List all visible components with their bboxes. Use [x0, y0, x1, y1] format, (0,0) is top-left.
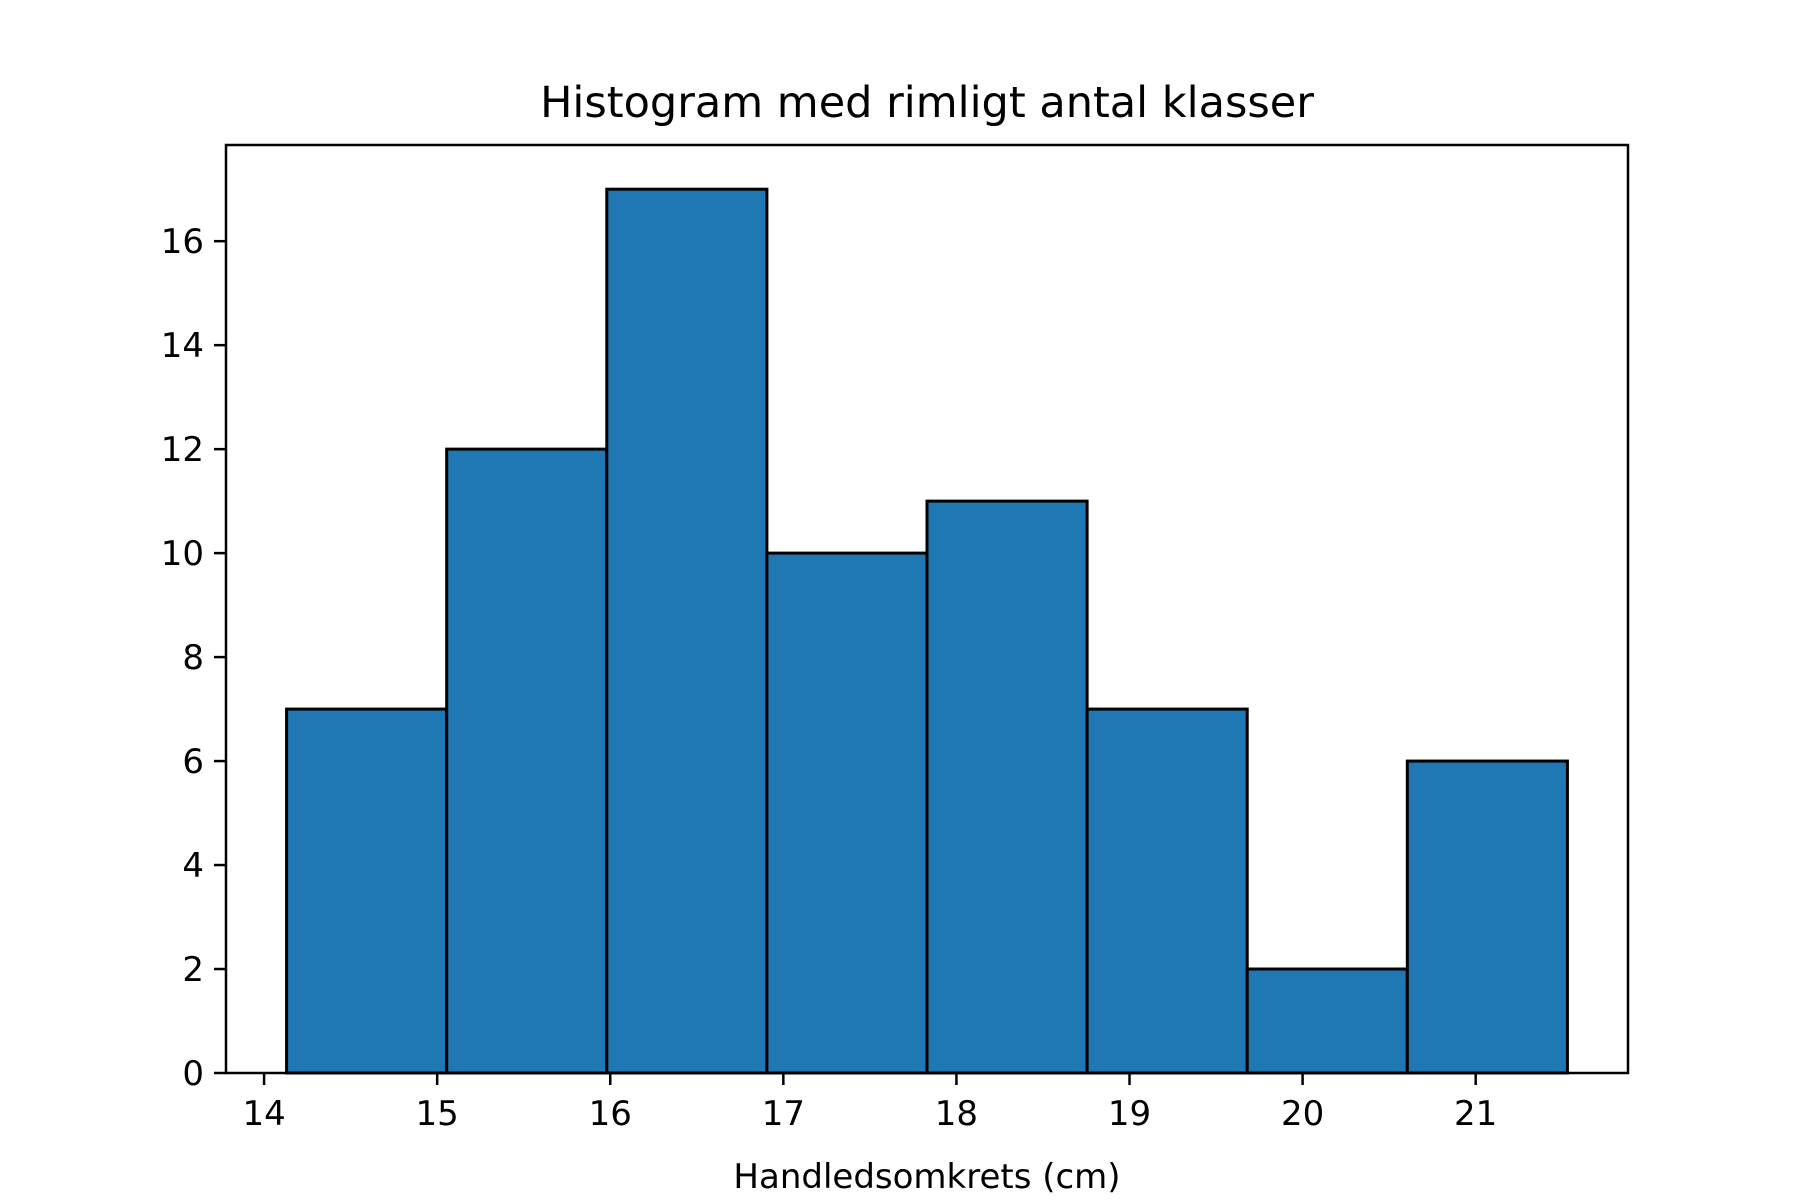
x-tick-label: 19: [1108, 1094, 1151, 1134]
x-axis-label: Handledsomkrets (cm): [733, 1157, 1120, 1197]
x-tick-label: 16: [589, 1094, 632, 1134]
histogram-bar-6: [1085, 707, 1249, 1075]
histogram-bar-4: [765, 551, 929, 1075]
chart-title: Histogram med rimligt antal klasser: [540, 78, 1314, 128]
y-tick-label: 2: [182, 950, 204, 990]
x-tick-label: 21: [1454, 1094, 1497, 1134]
x-tick-label: 20: [1281, 1094, 1324, 1134]
plot-frame: [224, 143, 1630, 1075]
x-tick-label: 14: [242, 1094, 285, 1134]
histogram-bar-7: [1245, 967, 1409, 1075]
y-tick-label: 6: [182, 742, 204, 782]
x-tick-label: 18: [935, 1094, 978, 1134]
y-tick-label: 10: [161, 534, 204, 574]
y-tick-label: 0: [182, 1054, 204, 1094]
histogram-bar-1: [285, 707, 449, 1075]
y-tick-label: 16: [161, 222, 204, 262]
x-axis-ticks: 14 15 16 17 18 19 20 21: [242, 1073, 1497, 1134]
y-tick-label: 14: [161, 326, 204, 366]
histogram-bar-5: [925, 499, 1089, 1075]
x-tick-label: 17: [762, 1094, 805, 1134]
histogram-bar-3: [605, 187, 769, 1075]
bars-group: [285, 187, 1569, 1075]
y-tick-label: 12: [161, 430, 204, 470]
x-tick-label: 15: [416, 1094, 459, 1134]
y-tick-label: 4: [182, 846, 204, 886]
histogram-bar-2: [445, 447, 609, 1075]
y-tick-label: 8: [182, 638, 204, 678]
histogram-bar-8: [1405, 759, 1569, 1075]
y-axis-ticks: 0 2 4 6 8 10 12 14 16: [161, 222, 226, 1094]
